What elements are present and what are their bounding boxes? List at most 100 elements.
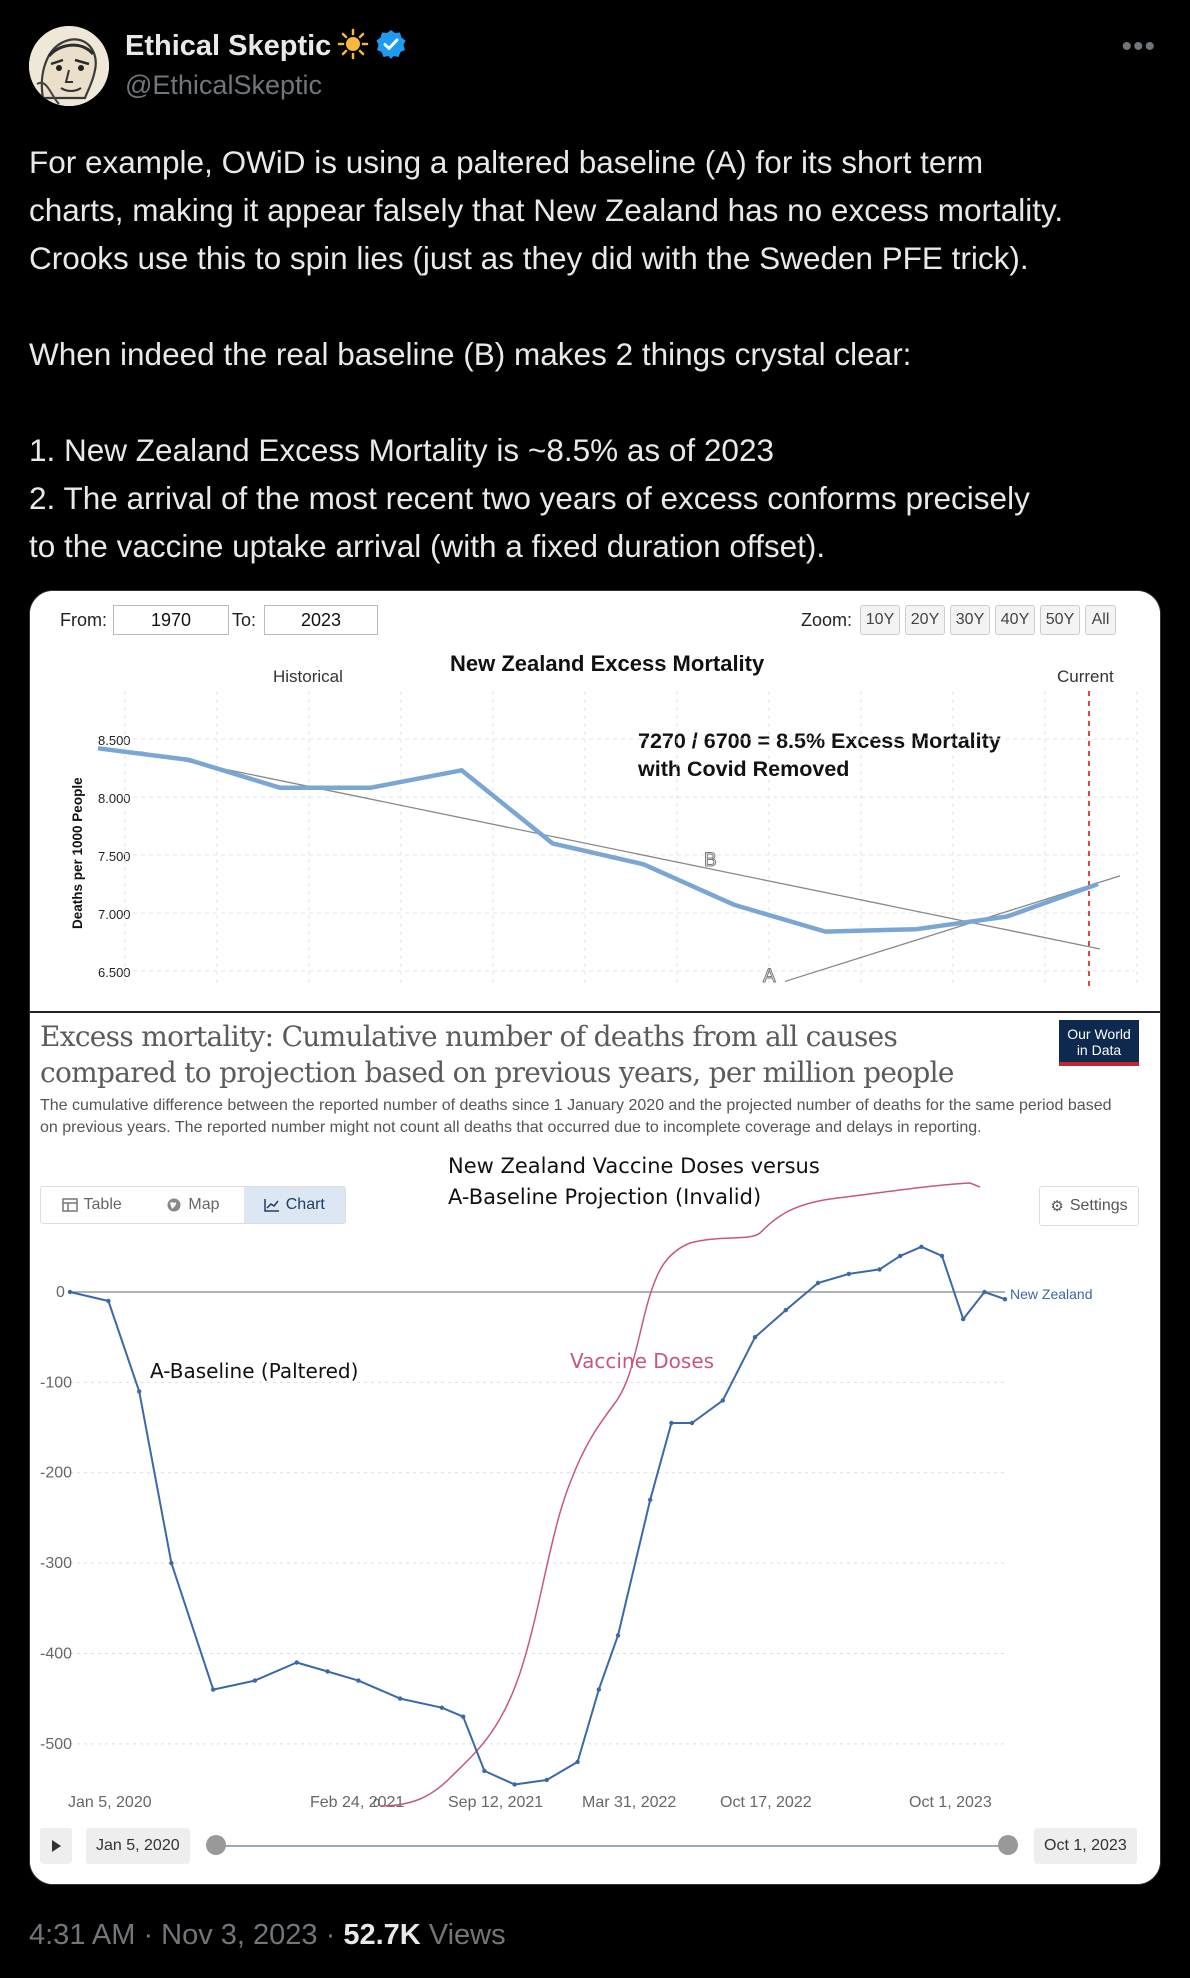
lower-x-tick-label: Feb 24, 2021 [310, 1794, 404, 1811]
series-point [961, 1316, 966, 1322]
series-point [1002, 1297, 1008, 1302]
vaccine-doses-label: Vaccine Doses [570, 1349, 714, 1373]
label-a: A [763, 966, 776, 987]
tab-chart-label: Chart [285, 1196, 325, 1213]
sun-icon [337, 28, 369, 65]
series-point [461, 1714, 466, 1719]
upper-y-tick: 7.500 [98, 849, 131, 864]
upper-y-tick: 6.500 [98, 965, 131, 980]
upper-grid [124, 691, 1138, 986]
vaccine-annotation-line2: A-Baseline Projection (Invalid) [448, 1185, 762, 1209]
timeline-start-date[interactable]: Jan 5, 2020 [86, 1828, 190, 1864]
zoom-all-button[interactable]: All [1085, 605, 1116, 635]
vaccine-zero-label: 0 [373, 1796, 380, 1810]
gear-icon: ⚙ [1050, 1198, 1064, 1215]
tweet-line: 1. New Zealand Excess Mortality is ~8.5%… [29, 432, 774, 468]
tab-table[interactable]: Table [41, 1187, 142, 1223]
series-point [211, 1687, 216, 1692]
mortality-series-line [97, 746, 1099, 934]
author-name-row[interactable]: Ethical Skeptic [125, 28, 407, 65]
zoom-30y-button[interactable]: 30Y [950, 605, 990, 635]
play-button[interactable] [40, 1828, 72, 1864]
timeline-end-handle[interactable] [998, 1835, 1018, 1855]
lower-y-tick-label: -100 [40, 1374, 72, 1391]
tweet-line [29, 282, 1169, 330]
series-point [752, 1335, 758, 1340]
upper-chart-panel: From: 1970 To: 2023 Zoom: 10Y 20Y 30Y 40… [30, 591, 1160, 1013]
series-point [512, 1782, 517, 1787]
settings-button[interactable]: ⚙ Settings [1039, 1186, 1139, 1226]
series-point [939, 1253, 945, 1259]
series-point [325, 1669, 330, 1674]
series-point [982, 1289, 987, 1295]
zoom-label: Zoom: [801, 610, 853, 630]
lower-x-tick-label: Oct 1, 2023 [909, 1794, 992, 1811]
lower-y-ticks: 0 -100 -200 -300 -400 -500 [40, 1284, 72, 1753]
series-point [294, 1660, 299, 1665]
trend-line-a [784, 875, 1121, 983]
lower-x-tick-label: Jan 5, 2020 [68, 1794, 152, 1811]
from-input[interactable]: 1970 [113, 605, 229, 635]
view-tabs: Table Map Chart [40, 1186, 346, 1224]
upper-y-tick: 7.000 [98, 907, 131, 922]
series-point [648, 1497, 653, 1502]
author-name[interactable]: Ethical Skeptic [125, 30, 332, 62]
upper-y-tick: 8.000 [98, 791, 131, 806]
series-point [398, 1696, 403, 1701]
settings-label: Settings [1069, 1197, 1128, 1214]
excess-annotation: 7270 / 6700 = 8.5% Excess Mortality with… [638, 727, 1001, 783]
owid-logo-line1: Our World [1067, 1026, 1131, 1042]
more-options-icon[interactable]: ••• [1121, 30, 1156, 63]
series-point [919, 1244, 924, 1249]
verified-badge-icon[interactable] [375, 28, 407, 65]
tab-chart[interactable]: Chart [243, 1187, 345, 1223]
avatar[interactable] [29, 26, 109, 106]
new-zealand-series-points [67, 1244, 1008, 1787]
from-label: From: [60, 610, 107, 630]
lower-x-tick-label: Mar 31, 2022 [582, 1794, 676, 1811]
vaccine-doses-line [379, 1182, 981, 1807]
label-b: B [704, 850, 717, 871]
tab-table-label: Table [83, 1196, 122, 1213]
series-point [482, 1768, 487, 1774]
table-icon [61, 1198, 78, 1212]
to-label: To: [232, 610, 257, 630]
lower-y-tick-label: -200 [40, 1465, 72, 1482]
new-zealand-series-label: New Zealand [1010, 1286, 1093, 1302]
excess-annotation-line2: with Covid Removed [638, 757, 850, 781]
lower-y-tick-label: -400 [40, 1645, 72, 1662]
historical-label: Historical [273, 667, 343, 686]
series-point [898, 1253, 903, 1259]
timeline-track[interactable] [216, 1845, 1006, 1847]
upper-chart-title: New Zealand Excess Mortality [450, 651, 765, 676]
owid-logo[interactable]: Our World in Data [1059, 1020, 1139, 1066]
series-point [67, 1289, 73, 1295]
tweet-line [29, 378, 1169, 426]
series-point [877, 1267, 882, 1272]
lower-x-ticks: Jan 5, 2020 Feb 24, 2021 Sep 12, 2021 Mar 3… [68, 1794, 992, 1811]
tweet-line: When indeed the real baseline (B) makes … [29, 336, 912, 372]
tab-map[interactable]: Map [142, 1187, 243, 1223]
tweet-media-image[interactable]: From: 1970 To: 2023 Zoom: 10Y 20Y 30Y 40… [29, 590, 1161, 1885]
zoom-50y-button[interactable]: 50Y [1040, 605, 1080, 635]
author-handle[interactable]: @EthicalSkeptic [125, 70, 322, 100]
series-point [106, 1298, 111, 1304]
series-point [615, 1633, 621, 1638]
baseline-label: A-Baseline (Paltered) [150, 1359, 358, 1383]
lower-chart-subtitle: The cumulative difference between the re… [40, 1097, 1112, 1136]
timeline-end-date[interactable]: Oct 1, 2023 [1034, 1828, 1137, 1864]
series-point [689, 1420, 695, 1426]
upper-y-tick: 8.500 [98, 733, 131, 748]
vaccine-annotation-line1: New Zealand Vaccine Doses versus [448, 1154, 820, 1178]
vaccine-annotation: New Zealand Vaccine Doses versus A-Basel… [448, 1151, 820, 1213]
timeline-start-handle[interactable] [206, 1835, 226, 1855]
series-point [544, 1777, 549, 1783]
to-input[interactable]: 2023 [264, 605, 378, 635]
tweet-text: For example, OWiD is using a paltered ba… [29, 138, 1169, 570]
zoom-40y-button[interactable]: 40Y [995, 605, 1035, 635]
lower-y-tick-label: -300 [40, 1555, 72, 1572]
excess-annotation-line1: 7270 / 6700 = 8.5% Excess Mortality [638, 729, 1001, 753]
zoom-10y-button[interactable]: 10Y [860, 605, 900, 635]
lower-chart-plot: 0 -100 -200 -300 -400 -500 Jan 5, 2020 Feb 24,… [40, 1182, 1093, 1811]
zoom-20y-button[interactable]: 20Y [905, 605, 945, 635]
